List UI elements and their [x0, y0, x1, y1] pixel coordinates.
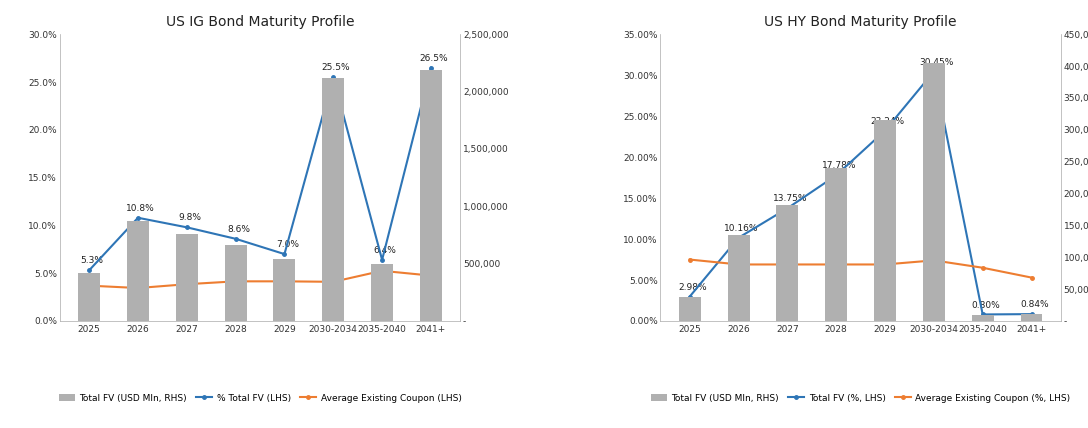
Bar [78, 273, 100, 321]
Bar [322, 78, 344, 321]
Bar [777, 205, 799, 321]
Bar [923, 63, 944, 321]
Bar [176, 234, 198, 321]
Bar [679, 297, 701, 321]
Bar [127, 221, 149, 321]
Text: 10.16%: 10.16% [725, 224, 758, 233]
Bar [273, 259, 296, 321]
Bar [420, 70, 442, 321]
Bar [728, 235, 750, 321]
Legend: Total FV (USD Mln, RHS), Total FV (%, LHS), Average Existing Coupon (%, LHS): Total FV (USD Mln, RHS), Total FV (%, LH… [651, 393, 1071, 402]
Bar [874, 120, 897, 321]
Text: 26.5%: 26.5% [419, 54, 448, 63]
Bar [371, 264, 393, 321]
Bar [1021, 314, 1042, 321]
Text: 6.4%: 6.4% [373, 246, 396, 255]
Text: 23.24%: 23.24% [870, 117, 905, 126]
Text: 10.8%: 10.8% [126, 204, 156, 213]
Title: US HY Bond Maturity Profile: US HY Bond Maturity Profile [765, 15, 956, 29]
Text: 2.98%: 2.98% [678, 282, 707, 291]
Text: 9.8%: 9.8% [178, 214, 201, 223]
Text: 5.3%: 5.3% [81, 256, 103, 265]
Bar [825, 168, 848, 321]
Text: 30.45%: 30.45% [919, 58, 954, 67]
Text: 25.5%: 25.5% [322, 63, 350, 72]
Text: 7.0%: 7.0% [275, 240, 299, 249]
Bar [224, 245, 247, 321]
Bar [972, 315, 993, 321]
Text: 0.80%: 0.80% [972, 300, 1000, 309]
Text: 8.6%: 8.6% [227, 225, 250, 234]
Text: 13.75%: 13.75% [772, 194, 807, 203]
Text: 0.84%: 0.84% [1019, 300, 1049, 309]
Title: US IG Bond Maturity Profile: US IG Bond Maturity Profile [165, 15, 355, 29]
Legend: Total FV (USD Mln, RHS), % Total FV (LHS), Average Existing Coupon (LHS): Total FV (USD Mln, RHS), % Total FV (LHS… [59, 393, 461, 402]
Text: 17.78%: 17.78% [821, 161, 856, 170]
